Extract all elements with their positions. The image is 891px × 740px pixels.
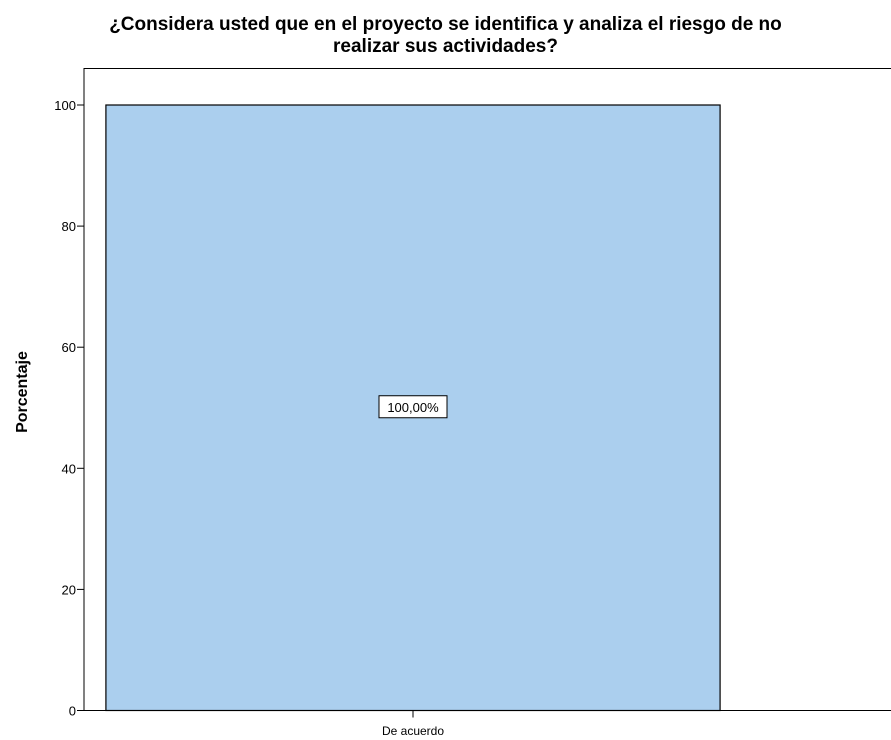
data-label: 100,00% <box>387 400 439 415</box>
chart-title-line-1: ¿Considera usted que en el proyecto se i… <box>109 14 782 35</box>
bars: 100,00% <box>105 104 721 712</box>
y-tick-label: 80 <box>62 219 76 234</box>
y-axis-label: Porcentaje <box>14 351 31 433</box>
x-tick-label: De acuerdo <box>382 724 444 738</box>
y-tick-label: 100 <box>54 98 76 113</box>
y-tick-label: 60 <box>62 340 76 355</box>
data-label-box <box>378 395 448 419</box>
y-axis: 0 20 40 60 80 100 <box>54 98 84 719</box>
x-axis: De acuerdo <box>382 710 444 738</box>
chart-title-line-2: realizar sus actividades? <box>333 36 558 57</box>
y-tick-label: 40 <box>62 461 76 476</box>
y-tick-label: 0 <box>69 704 76 719</box>
y-tick-label: 20 <box>62 582 76 597</box>
chart-title: ¿Considera usted que en el proyecto se i… <box>0 14 891 58</box>
